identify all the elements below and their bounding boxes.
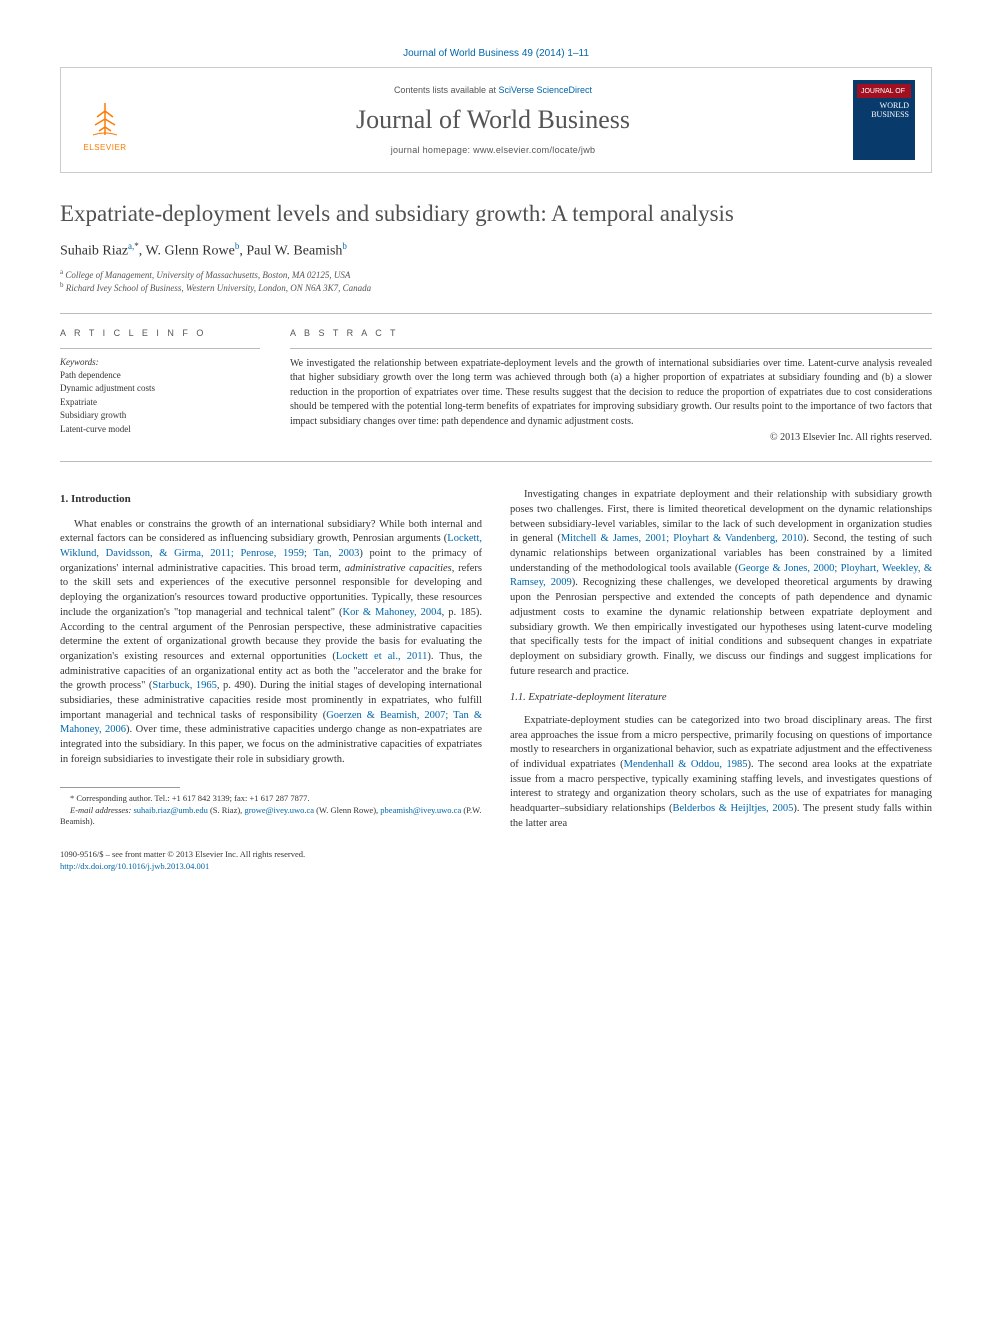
keyword-4: Subsidiary growth <box>60 409 260 423</box>
admin-capacities-term: administrative capacities <box>345 563 452 574</box>
author-2-affiliation-marker: b <box>235 241 240 251</box>
footer-left-block: 1090-9516/$ – see front matter © 2013 El… <box>60 849 305 871</box>
keyword-1: Path dependence <box>60 369 260 383</box>
author-1-name: Suhaib Riaz <box>60 244 128 259</box>
section-1-1-heading: 1.1. Expatriate-deployment literature <box>510 691 932 706</box>
author-1-corresponding-marker: * <box>134 241 139 251</box>
author-3-name: Paul W. Beamish <box>246 244 342 259</box>
abstract-text: We investigated the relationship between… <box>290 357 932 430</box>
cover-top-bar: JOURNAL OF <box>857 84 911 98</box>
affiliation-a: a College of Management, University of M… <box>60 268 932 282</box>
contents-available-line: Contents lists available at SciVerse Sci… <box>149 85 837 95</box>
footnote-block: * Corresponding author. Tel.: +1 617 842… <box>60 787 482 827</box>
article-info-heading: A R T I C L E I N F O <box>60 328 260 338</box>
article-title: Expatriate-deployment levels and subsidi… <box>60 201 932 227</box>
abstract-block: A B S T R A C T We investigated the rela… <box>290 328 932 444</box>
intro-paragraph-2: Investigating changes in expatriate depl… <box>510 488 932 679</box>
sciencedirect-link[interactable]: SciVerse ScienceDirect <box>499 85 593 95</box>
affiliation-b-text: Richard Ivey School of Business, Western… <box>66 283 371 293</box>
author-2-name: W. Glenn Rowe <box>146 244 235 259</box>
info-abstract-row: A R T I C L E I N F O Keywords: Path dep… <box>60 313 932 463</box>
body-text-columns: 1. Introduction What enables or constrai… <box>60 488 932 831</box>
elsevier-logo: ELSEVIER <box>77 88 133 152</box>
intro-paragraph-1: What enables or constrains the growth of… <box>60 518 482 768</box>
p2c: ). Recognizing these challenges, we deve… <box>510 577 932 676</box>
email-label: E-mail addresses: <box>70 805 133 815</box>
page-container: Journal of World Business 49 (2014) 1–11… <box>0 0 992 920</box>
keywords-label: Keywords: <box>60 357 260 367</box>
abstract-copyright: © 2013 Elsevier Inc. All rights reserved… <box>290 432 932 443</box>
email-beamish[interactable]: pbeamish@ivey.uwo.ca <box>380 805 461 815</box>
email-rowe[interactable]: growe@ivey.uwo.ca <box>244 805 314 815</box>
journal-name: Journal of World Business <box>149 105 837 135</box>
ref-lockett-2011b[interactable]: Lockett et al., 2011 <box>336 651 428 662</box>
ref-belderbos-2005[interactable]: Belderbos & Heijltjes, 2005 <box>672 803 793 814</box>
affiliation-b: b Richard Ivey School of Business, Weste… <box>60 281 932 295</box>
journal-header-box: ELSEVIER Contents lists available at Sci… <box>60 67 932 173</box>
ref-mitchell-2001[interactable]: Mitchell & James, 2001; Ployhart & Vande… <box>561 533 803 544</box>
article-info-block: A R T I C L E I N F O Keywords: Path dep… <box>60 328 260 444</box>
cover-title-2: BUSINESS <box>857 111 911 120</box>
page-footer: 1090-9516/$ – see front matter © 2013 El… <box>60 849 932 871</box>
email-riaz[interactable]: suhaib.riaz@umb.edu <box>133 805 207 815</box>
keyword-3: Expatriate <box>60 396 260 410</box>
homepage-url: www.elsevier.com/locate/jwb <box>473 145 595 155</box>
corresponding-author-note: * Corresponding author. Tel.: +1 617 842… <box>60 793 482 804</box>
contents-prefix: Contents lists available at <box>394 85 499 95</box>
section-1-heading: 1. Introduction <box>60 492 482 507</box>
journal-cover-thumbnail: JOURNAL OF WORLD BUSINESS <box>853 80 915 160</box>
abstract-divider <box>290 348 932 349</box>
affiliations-block: a College of Management, University of M… <box>60 268 932 295</box>
authors-line: Suhaib Riaza,*, W. Glenn Roweb, Paul W. … <box>60 241 932 260</box>
ref-mendenhall-1985[interactable]: Mendenhall & Oddou, 1985 <box>624 759 748 770</box>
homepage-prefix: journal homepage: <box>391 145 473 155</box>
doi-link[interactable]: http://dx.doi.org/10.1016/j.jwb.2013.04.… <box>60 861 209 871</box>
issn-copyright-line: 1090-9516/$ – see front matter © 2013 El… <box>60 849 305 860</box>
elsevier-text: ELSEVIER <box>83 143 126 152</box>
journal-reference: Journal of World Business 49 (2014) 1–11 <box>60 48 932 59</box>
journal-homepage-line: journal homepage: www.elsevier.com/locat… <box>149 145 837 155</box>
keyword-5: Latent-curve model <box>60 423 260 437</box>
abstract-heading: A B S T R A C T <box>290 328 932 338</box>
keyword-2: Dynamic adjustment costs <box>60 382 260 396</box>
section-1-1-paragraph-1: Expatriate-deployment studies can be cat… <box>510 714 932 832</box>
elsevier-tree-icon <box>83 97 127 141</box>
ref-starbuck-1965[interactable]: Starbuck, 1965 <box>152 680 216 691</box>
email-addresses-note: E-mail addresses: suhaib.riaz@umb.edu (S… <box>60 805 482 828</box>
email-n2: (W. Glenn Rowe), <box>314 805 380 815</box>
email-n1: (S. Riaz), <box>208 805 245 815</box>
footnote-divider <box>60 787 180 788</box>
header-center: Contents lists available at SciVerse Sci… <box>149 85 837 155</box>
info-divider <box>60 348 260 349</box>
p1a: What enables or constrains the growth of… <box>60 519 482 545</box>
affiliation-a-text: College of Management, University of Mas… <box>65 270 350 280</box>
author-3-affiliation-marker: b <box>342 241 347 251</box>
ref-kor-2004[interactable]: Kor & Mahoney, 2004 <box>343 607 442 618</box>
cover-top-text: JOURNAL OF <box>861 88 907 95</box>
